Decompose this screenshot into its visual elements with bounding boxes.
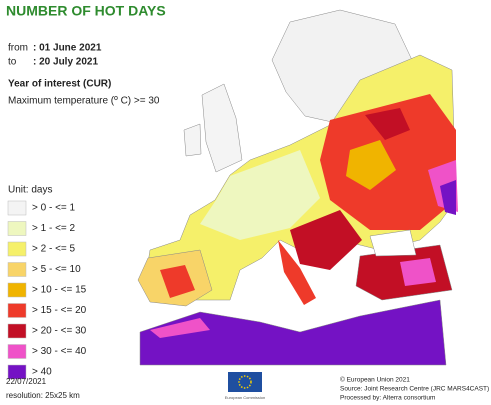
legend-label: > 20 - <= 30 (32, 326, 87, 337)
turkey-pink (400, 258, 436, 286)
legend-swatch (7, 323, 27, 339)
legend-label: > 1 - <= 2 (32, 223, 76, 234)
legend-swatch (7, 262, 27, 277)
eu-flag (228, 372, 262, 392)
source: Source: Joint Research Centre (JRC MARS4… (340, 386, 489, 393)
ireland (183, 123, 202, 157)
logo-text: European Commission (225, 395, 265, 400)
black-sea (369, 229, 417, 257)
legend-swatch (7, 241, 27, 257)
legend-swatch (7, 200, 27, 216)
legend-label: > 2 - <= 5 (32, 244, 76, 255)
copyright: © European Union 2021 (340, 376, 410, 384)
africa-pink (150, 318, 210, 338)
year-of-interest: Year of interest (CUR) (8, 79, 111, 90)
legend-label: > 15 - <= 20 (32, 305, 87, 316)
great-britain (201, 83, 243, 173)
title: NUMBER OF HOT DAYS (6, 3, 166, 19)
legend-label: > 30 - <= 40 (32, 346, 87, 357)
to-label: to (8, 57, 17, 68)
caspian-purple (440, 180, 456, 215)
processed-by: Processed by: Alterra consortium (340, 395, 435, 402)
legend: > 0 - <= 1 > 1 - <= 2 > 2 - <= 5 > 5 - <= 1… (7, 200, 87, 380)
legend-swatch (7, 282, 27, 298)
legend-label: > 5 - <= 10 (32, 264, 81, 275)
legend-swatch (7, 221, 27, 236)
ukraine-patch (346, 140, 396, 190)
resolution: resolution: 25x25 km (6, 391, 80, 400)
iberia-red (160, 265, 195, 298)
italy (278, 240, 316, 305)
to-date: : 20 July 2021 (33, 57, 98, 68)
legend-label: > 40 (32, 367, 52, 378)
central-europe (200, 150, 320, 240)
north-africa (139, 299, 447, 366)
legend-swatch (7, 364, 27, 380)
legend-title: Unit: days (8, 185, 52, 196)
legend-swatch (7, 344, 27, 359)
legend-label: > 10 - <= 15 (32, 285, 87, 296)
eu-stars (238, 375, 252, 389)
balkans (290, 210, 362, 270)
indicator: Maximum temperature (º C) >= 30 (8, 96, 160, 107)
russia-patch (365, 108, 410, 140)
legend-swatch (7, 303, 27, 318)
from-label: from (8, 43, 28, 54)
from-date: : 01 June 2021 (33, 43, 102, 54)
date: 22/07/2021 (6, 377, 47, 386)
legend-label: > 0 - <= 1 (32, 203, 76, 214)
eu-logo: European Commission (225, 372, 265, 400)
